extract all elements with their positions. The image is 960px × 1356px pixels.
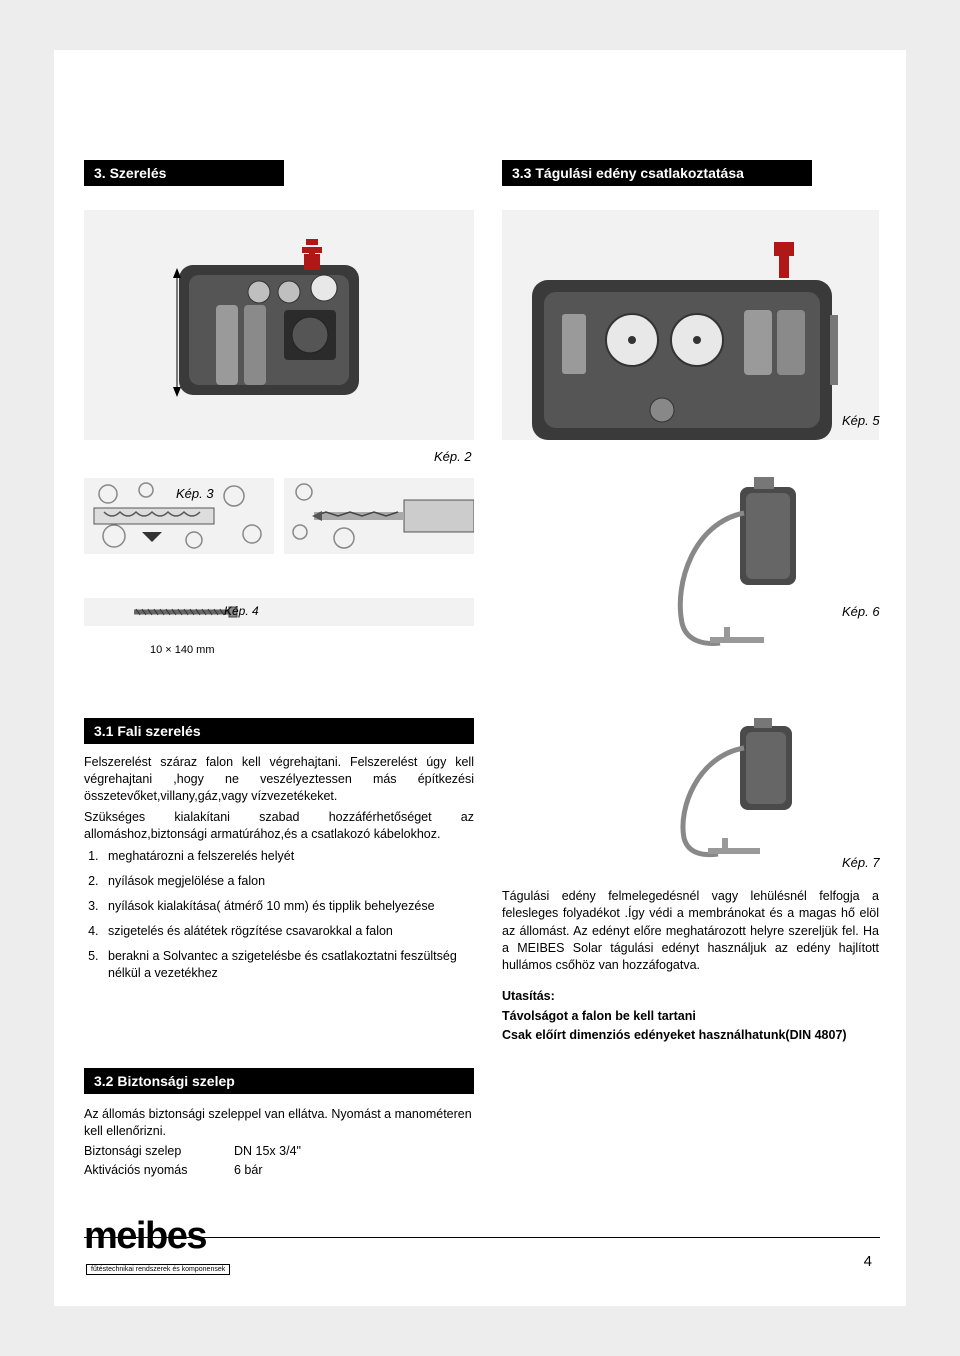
step-4: szigetelés és alátétek rögzítése csavaro… [102,923,474,940]
page: 3. Szerelés 3.3 Tágulási edény csatlakoz… [54,50,906,1306]
spec-2-val: 6 bár [234,1162,263,1179]
spec-row-1: Biztonsági szelep DN 15x 3/4" [84,1143,474,1160]
screw-icon [84,598,474,626]
figure-5 [502,210,879,440]
p-31-1: Felszerelést száraz falon kell végrehajt… [84,754,474,805]
logo-subtitle: fűtéstechnikai rendszerek és komponensek [86,1264,230,1275]
figure-5-caption: Kép. 5 [842,413,880,428]
screw-dimension-label: 10 × 140 mm [150,644,215,656]
section-3-3-body: Tágulási edény felmelegedésnél vagy lehü… [502,888,879,1044]
logo: meibes fűtéstechnikai rendszerek és komp… [84,1215,230,1276]
p-33-1: Tágulási edény felmelegedésnél vagy lehü… [502,888,879,974]
figure-6-caption: Kép. 6 [842,604,880,619]
spec-2-key: Aktivációs nyomás [84,1162,234,1179]
step-5: berakni a Solvantec a szigetelésbe és cs… [102,948,474,982]
figure-3-right [284,478,474,554]
section-3-2-header: 3.2 Biztonsági szelep [84,1068,474,1094]
steps-list: meghatározni a felszerelés helyét nyílás… [102,848,474,981]
instruction-3: Csak előírt dimenziós edényeket használh… [502,1027,879,1044]
logo-text: meibes [84,1215,230,1258]
expansion-vessel-icon [654,473,814,668]
figure-4-caption: Kép. 4 [224,604,259,618]
figure-7 [654,716,814,871]
figure-2-caption: Kép. 2 [434,449,472,464]
instruction-label: Utasítás: [502,988,879,1005]
section-3-1-body: Felszerelést száraz falon kell végrehajt… [84,754,474,990]
figure-2 [84,210,474,440]
pump-assembly-icon [84,210,474,440]
step-2: nyílások megjelölése a falon [102,873,474,890]
spec-1-val: DN 15x 3/4" [234,1143,301,1160]
station-front-icon [502,210,879,440]
p-31-2: Szükséges kialakítani szabad hozzáférhet… [84,809,474,843]
figure-7-caption: Kép. 7 [842,855,880,870]
expansion-vessel-2-icon [654,716,814,871]
step-3: nyílások kialakítása( átmérő 10 mm) és t… [102,898,474,915]
section-3-2-body: Az állomás biztonsági szeleppel van ellá… [84,1106,474,1179]
p-32-1: Az állomás biztonsági szeleppel van ellá… [84,1106,474,1141]
wall-drill-icon [284,478,474,554]
spec-row-2: Aktivációs nyomás 6 bár [84,1162,474,1179]
step-1: meghatározni a felszerelés helyét [102,848,474,865]
figure-6 [654,473,814,668]
section-3-1-header: 3.1 Fali szerelés [84,718,474,744]
spec-1-key: Biztonsági szelep [84,1143,234,1160]
section-3-3-header: 3.3 Tágulási edény csatlakoztatása [502,160,812,186]
figure-4 [84,598,474,626]
section-3-header: 3. Szerelés [84,160,284,186]
page-number: 4 [864,1253,872,1270]
instruction-2: Távolságot a falon be kell tartani [502,1008,879,1025]
figure-3-caption: Kép. 3 [176,486,214,501]
